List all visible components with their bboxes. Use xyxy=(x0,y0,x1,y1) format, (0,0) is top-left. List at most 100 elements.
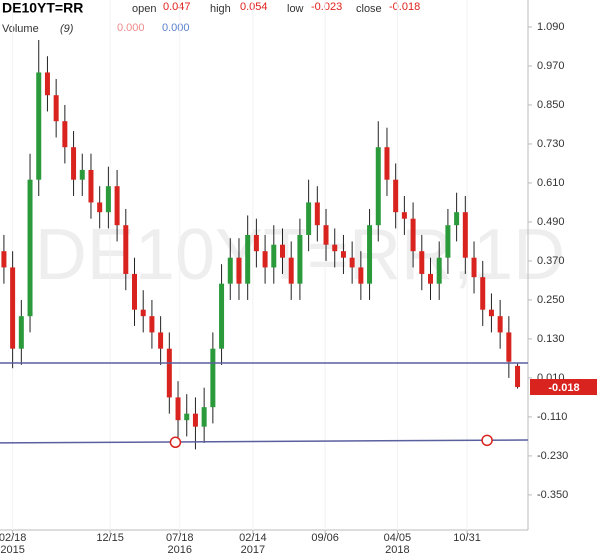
candle-body xyxy=(140,309,146,317)
volume-label: Volume xyxy=(2,23,39,35)
candle-body xyxy=(62,121,68,148)
candle-body xyxy=(245,234,251,284)
candle-body xyxy=(488,309,494,317)
candle-body xyxy=(384,147,390,180)
candle-body xyxy=(123,225,129,274)
legend-value: 0.054 xyxy=(240,1,268,13)
candle-body xyxy=(480,277,486,310)
candle-body xyxy=(201,407,207,427)
x-year-label: 2018 xyxy=(385,544,409,556)
candle-body xyxy=(393,179,399,213)
legend-value: -0.023 xyxy=(311,1,342,13)
candle-body xyxy=(471,257,477,278)
candle-body xyxy=(184,413,190,421)
symbol: DE10YT=RR xyxy=(2,0,83,16)
x-tick-label: 02/18 xyxy=(0,532,26,544)
candle-body xyxy=(497,316,503,333)
candle-body xyxy=(271,244,277,268)
candle-body xyxy=(88,169,94,203)
legend-label: high xyxy=(210,3,231,15)
legend-value: 0.047 xyxy=(163,1,191,13)
legend-label: close xyxy=(356,3,382,15)
candle-body xyxy=(27,179,33,317)
y-tick-label: 0.730 xyxy=(537,138,565,150)
candle-body xyxy=(515,365,521,388)
candle-body xyxy=(175,397,181,421)
candle-body xyxy=(97,202,103,213)
candle-body xyxy=(427,273,433,284)
candle-body xyxy=(445,225,451,258)
x-year-label: 2016 xyxy=(168,544,192,556)
candle-body xyxy=(53,95,59,122)
candle-body xyxy=(262,251,268,268)
candle-body xyxy=(158,332,164,349)
candle-body xyxy=(288,257,294,284)
candle-body xyxy=(132,273,138,310)
y-tick-label: 0.610 xyxy=(537,177,565,189)
y-tick-label: 0.250 xyxy=(537,294,565,306)
candle-body xyxy=(462,212,468,258)
candle-body xyxy=(367,225,373,284)
candle-body xyxy=(192,413,198,427)
candle-body xyxy=(410,218,416,252)
candle-body xyxy=(10,267,16,349)
x-tick-label: 02/14 xyxy=(239,532,267,544)
candle-body xyxy=(279,244,285,258)
candle-body xyxy=(79,169,85,180)
x-year-label: 2015 xyxy=(0,544,24,556)
candle-body xyxy=(1,251,7,268)
candle-body xyxy=(349,257,355,268)
y-tick-label: 1.090 xyxy=(537,21,565,33)
candle-body xyxy=(44,72,50,96)
x-tick-label: 12/15 xyxy=(96,532,124,544)
candle-body xyxy=(236,257,242,284)
x-year-label: 2017 xyxy=(241,544,265,556)
candle-body xyxy=(314,202,320,226)
legend-label: low xyxy=(287,3,304,15)
marker xyxy=(169,436,182,449)
x-tick-label: 04/05 xyxy=(384,532,412,544)
legend-value: -0.018 xyxy=(389,1,420,13)
volume-value: 0.000 xyxy=(162,22,190,34)
candle-body xyxy=(114,186,120,226)
candle-body xyxy=(375,147,381,226)
y-tick-label: 0.970 xyxy=(537,60,565,72)
candle-body xyxy=(306,202,312,235)
candle-body xyxy=(210,348,216,408)
trendline xyxy=(0,439,529,444)
candle-body xyxy=(332,244,338,252)
candle-body xyxy=(454,212,460,226)
price-tag-label: -0.018 xyxy=(548,382,579,394)
candle-body xyxy=(253,234,259,252)
candle-body xyxy=(401,212,407,219)
candle-body xyxy=(18,316,24,349)
candle-body xyxy=(340,251,346,258)
candle-body xyxy=(297,234,303,284)
candle-body xyxy=(36,72,42,180)
y-tick-label: 0.850 xyxy=(537,99,565,111)
volume-value: 0.000 xyxy=(117,22,145,34)
candle-body xyxy=(149,316,155,333)
candle-body xyxy=(219,283,225,349)
x-tick-label: 09/06 xyxy=(311,532,339,544)
candle-body xyxy=(358,267,364,284)
candle-body xyxy=(323,225,329,245)
x-tick-label: 10/31 xyxy=(453,532,481,544)
candle-body xyxy=(166,348,172,398)
volume-param: (9) xyxy=(60,23,74,35)
y-tick-label: 0.370 xyxy=(537,255,565,267)
legend-label: open xyxy=(132,3,156,15)
y-tick-label: -0.230 xyxy=(537,450,568,462)
candle-body xyxy=(71,147,77,180)
y-tick-label: 0.130 xyxy=(537,333,565,345)
marker xyxy=(481,434,493,447)
candle-body xyxy=(436,257,442,284)
candle-body xyxy=(105,186,111,213)
candle-body xyxy=(506,332,512,362)
y-tick-label: 0.490 xyxy=(537,216,565,228)
price-tag xyxy=(530,379,597,396)
candle-body xyxy=(227,257,233,284)
y-tick-label: -0.110 xyxy=(537,411,567,423)
x-tick-label: 07/18 xyxy=(166,532,194,544)
